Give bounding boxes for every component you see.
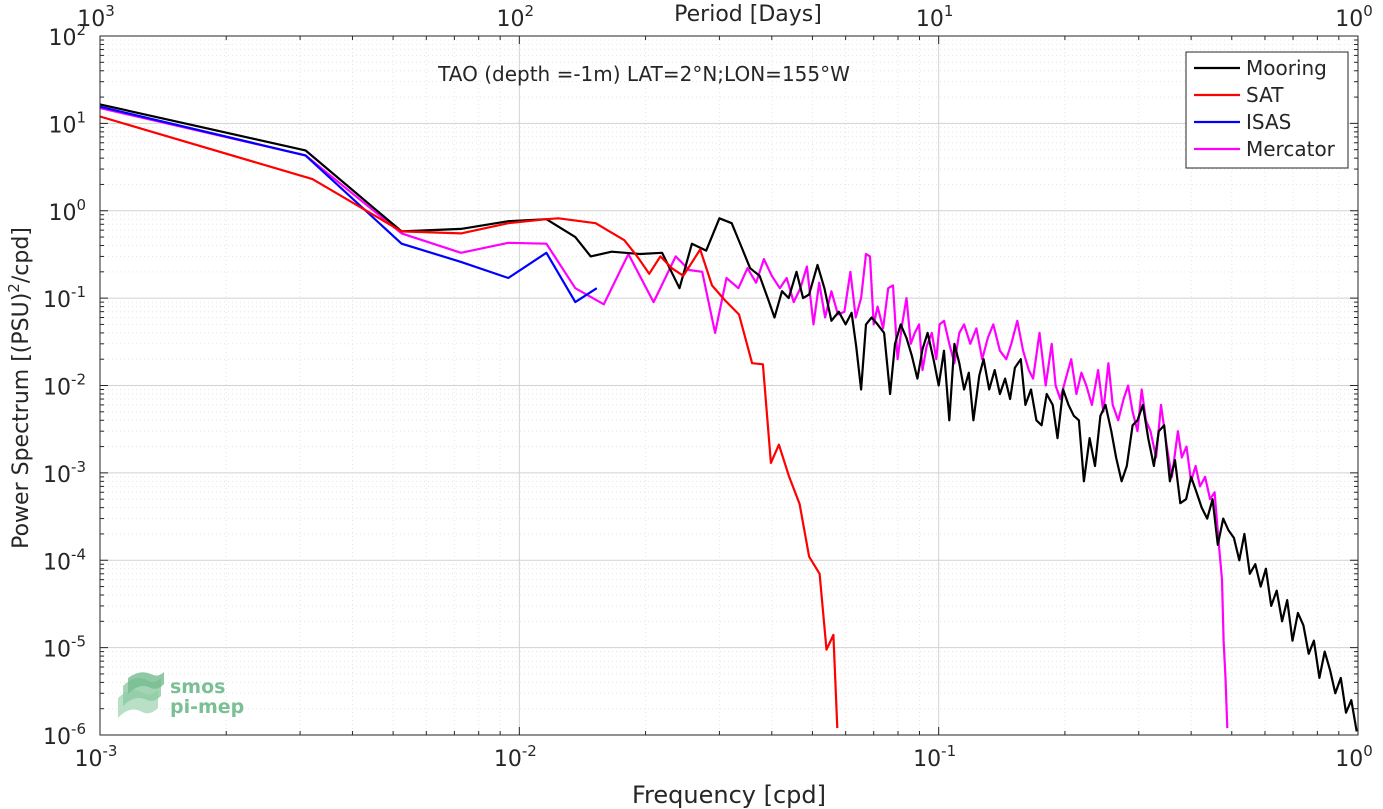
y-axis-label-suffix: /cpd] — [9, 227, 34, 283]
top-tick-label: 100 — [1335, 2, 1373, 32]
y-axis-label-prefix: Power Spectrum [(PSU) — [9, 293, 34, 549]
x-tick-label: 10-1 — [913, 742, 956, 772]
legend: Mooring SAT ISAS Mercator — [1185, 51, 1349, 169]
y-tick-label: 102 — [48, 21, 86, 51]
y-tick-label: 101 — [48, 108, 86, 138]
series-line-mercator — [99, 106, 1229, 729]
top-tick-label: 102 — [497, 2, 535, 32]
y-tick-label: 10-1 — [43, 283, 86, 313]
y-axis-label: Power Spectrum [(PSU)2/cpd] — [5, 227, 34, 549]
y-tick-label: 10-2 — [43, 371, 86, 401]
x-tick-label: 100 — [1335, 742, 1373, 772]
legend-label-mooring: Mooring — [1246, 56, 1327, 80]
series-line-isas — [99, 105, 598, 304]
y-tick-label: 10-6 — [43, 720, 86, 750]
y-axis-label-sup: 2 — [5, 283, 23, 293]
top-tick-label: 103 — [77, 2, 115, 32]
logo-waves-icon — [118, 672, 164, 718]
series-lines — [99, 103, 1358, 732]
watermark-line2: pi-mep — [170, 696, 244, 718]
x-tick-label: 10-2 — [494, 742, 537, 772]
top-axis-label: Period [Days] — [674, 2, 822, 27]
legend-label-isas: ISAS — [1246, 110, 1291, 134]
y-tick-label: 10-3 — [43, 458, 86, 488]
series-line-mooring — [99, 103, 1358, 732]
chart-title: TAO (depth =-1m) LAT=2°N;LON=155°W — [437, 62, 850, 86]
y-tick-label: 10-5 — [43, 633, 86, 663]
x-axis-label: Frequency [cpd] — [632, 781, 826, 809]
top-tick-label: 101 — [916, 2, 954, 32]
axis-ticks — [99, 36, 1358, 736]
series-line-sat — [99, 115, 839, 729]
y-tick-label: 10-4 — [43, 545, 86, 575]
watermark-line1: smos — [170, 676, 225, 698]
y-tick-label: 100 — [48, 196, 86, 226]
legend-label-sat: SAT — [1246, 83, 1284, 107]
x-tick-label: 10-3 — [75, 742, 118, 772]
legend-label-mercator: Mercator — [1246, 137, 1336, 161]
smos-pi-mep-logo: smos pi-mep — [118, 672, 244, 718]
